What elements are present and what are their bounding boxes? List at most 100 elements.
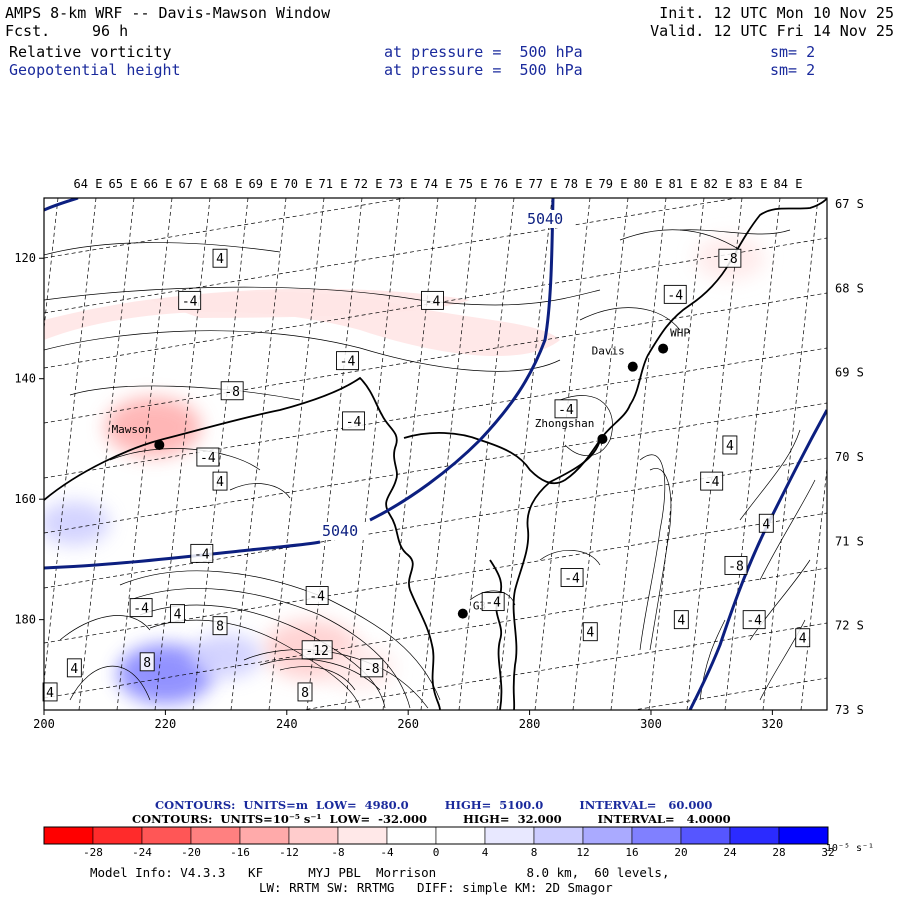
x-tick-label: 200 [33, 717, 55, 731]
longitude-label: 75 E [459, 177, 488, 191]
meridian-line [78, 198, 135, 710]
parallel-line [44, 237, 827, 369]
longitude-label: 84 E [774, 177, 803, 191]
longitude-label: 81 E [669, 177, 698, 191]
vorticity-contour-label: 4 [586, 626, 594, 641]
longitude-label: 70 E [284, 177, 313, 191]
vorticity-label-box [129, 598, 153, 618]
colorbar-tick-label: 0 [432, 846, 440, 859]
station-marker-mawson [154, 439, 165, 450]
meridian-line [534, 198, 591, 710]
meridian-line [458, 198, 515, 710]
vorticity-contour-label: 4 [799, 632, 807, 647]
longitude-label: 68 E [214, 177, 243, 191]
colorbar [43, 826, 829, 845]
field2-sm: sm= 2 [770, 61, 816, 79]
colorbar-cell [141, 826, 192, 845]
vorticity-label-box [190, 543, 214, 563]
x-tick-label: 240 [276, 717, 298, 731]
vorticity-contour-label: -12 [305, 644, 328, 659]
colorbar-cell [288, 826, 339, 845]
vorticity-label-box [481, 592, 505, 612]
meridian-line [268, 198, 325, 710]
station-marker-zhongshan [597, 433, 608, 444]
parallel-line [44, 347, 827, 479]
colorbar-tick-label: 8 [530, 846, 538, 859]
vorticity-contour-label: -8 [364, 662, 380, 677]
meridian-line [0, 198, 20, 710]
longitude-label: 78 E [564, 177, 593, 191]
vorticity-contour-label: 8 [301, 686, 309, 701]
colorbar-cell [92, 826, 143, 845]
colorbar-tick-label: -16 [230, 846, 250, 859]
colorbar-tick-label: 28 [772, 846, 786, 859]
colorbar-tick-label: 20 [674, 846, 688, 859]
colorbar-cell [582, 826, 633, 845]
forecast-label: Fcst. [5, 22, 51, 40]
x-tick-label: 220 [155, 717, 177, 731]
x-tick-label: 300 [640, 717, 662, 731]
vorticity-contour-label: 4 [70, 662, 78, 677]
vorticity-contour-label: -4 [425, 294, 441, 309]
field2-level: at pressure = 500 hPa [384, 61, 583, 79]
meridian-line [762, 198, 819, 710]
parallel-line [44, 567, 827, 699]
vorticity-contour-label: -4 [309, 590, 325, 605]
vorticity-label-box [42, 682, 58, 702]
vorticity-contour-label: 4 [762, 517, 770, 532]
colorbar-cell [680, 826, 731, 845]
vorticity-label-box [212, 616, 228, 636]
colorbar-tick-label: -28 [83, 846, 103, 859]
latitude-label: 70 S [835, 450, 864, 464]
vorticity-label-box [66, 658, 82, 678]
longitude-label: 71 E [319, 177, 348, 191]
colorbar-cell [239, 826, 290, 845]
forecast-value: 96 h [92, 22, 129, 40]
vorticity-label-box [663, 284, 687, 304]
height-label-bg [525, 210, 573, 228]
x-tick-label: 320 [762, 717, 784, 731]
vorticity-anomaly-4 [190, 633, 262, 678]
vorticity-label-box [700, 471, 724, 491]
vorticity-label-box [722, 435, 738, 455]
colorbar-units: 10⁻⁵ s⁻¹ [825, 843, 875, 854]
station-marker-g3 [457, 608, 468, 619]
vorticity-contour-label: 4 [46, 686, 54, 701]
vorticity-anomaly-0 [105, 396, 202, 457]
colorbar-cell [631, 826, 682, 845]
vorticity-anomaly-2 [324, 645, 395, 690]
longitude-label: 69 E [249, 177, 278, 191]
vorticity-contour-label: -8 [722, 252, 738, 267]
vorticity-label-box [758, 513, 774, 533]
meridian-line [382, 198, 439, 710]
meridian-line [496, 198, 553, 710]
meridian-line [44, 198, 97, 686]
colorbar-cell [43, 826, 94, 845]
vorticity-anomaly-5 [44, 501, 110, 546]
longitude-label: 79 E [599, 177, 628, 191]
longitude-label: 65 E [109, 177, 138, 191]
vorticity-contour-label: 8 [143, 656, 151, 671]
meridian-line [344, 198, 401, 710]
colorbar-tick-label: -24 [132, 846, 152, 859]
latitude-label: 68 S [835, 281, 864, 295]
parallel-line [300, 622, 827, 710]
meridian-line [800, 464, 827, 710]
vorticity-label-box [742, 610, 766, 630]
vorticity-contour-label: -4 [133, 602, 149, 617]
vorticity-label-box [178, 290, 202, 310]
vorticity-contour-label: -4 [667, 288, 683, 303]
vorticity-contour-label: -4 [558, 403, 574, 418]
meridian-line [116, 198, 173, 710]
parallel-line [44, 402, 827, 534]
y-tick-label: 140 [14, 372, 36, 386]
station-label-mawson: Mawson [112, 423, 152, 436]
vorticity-contour-label: -4 [346, 415, 362, 430]
longitude-label: 66 E [144, 177, 173, 191]
latitude-label: 71 S [835, 534, 864, 548]
vorticity-label-box [360, 658, 384, 678]
vorticity-contour-label: 4 [216, 252, 224, 267]
meridian-line [724, 198, 781, 710]
vorticity-contour-label: 4 [216, 475, 224, 490]
